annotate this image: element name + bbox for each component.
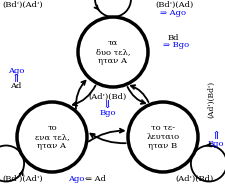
- Text: (Bd')(Ad'): (Bd')(Ad'): [2, 1, 43, 9]
- Text: το τε-
λευταιο
ηταν B: το τε- λευταιο ηταν B: [146, 124, 179, 150]
- Text: ⇑: ⇑: [12, 74, 21, 84]
- Text: Bgo: Bgo: [207, 140, 223, 148]
- Text: (Ad')(Bd): (Ad')(Bd): [174, 175, 212, 183]
- Text: Bd: Bd: [167, 34, 179, 42]
- Text: (Ad')(Bd'): (Ad')(Bd'): [206, 81, 214, 118]
- Text: τα
δυο τελ,
ηταν A: τα δυο τελ, ηταν A: [95, 39, 130, 65]
- Circle shape: [17, 102, 87, 172]
- Text: (Bd')(Ad): (Bd')(Ad): [154, 1, 192, 9]
- Text: ⇒ Ago: ⇒ Ago: [159, 9, 185, 17]
- Text: (Bd')(Ad'): (Bd')(Ad'): [2, 175, 43, 183]
- Circle shape: [127, 102, 197, 172]
- Text: ⇓: ⇓: [103, 101, 112, 111]
- Text: Bgo: Bgo: [99, 109, 116, 117]
- Text: ⇐ Ad: ⇐ Ad: [85, 175, 106, 183]
- Text: το
ενα τελ,
ηταν A: το ενα τελ, ηταν A: [34, 124, 69, 150]
- Circle shape: [78, 17, 147, 87]
- Text: ⇒ Bgo: ⇒ Bgo: [162, 41, 188, 49]
- Text: ⇑: ⇑: [211, 131, 220, 141]
- Text: Ago: Ago: [8, 67, 24, 75]
- Text: Ago: Ago: [68, 175, 84, 183]
- Text: (Ad')(Bd): (Ad')(Bd): [88, 93, 126, 101]
- Text: Ad: Ad: [10, 82, 21, 90]
